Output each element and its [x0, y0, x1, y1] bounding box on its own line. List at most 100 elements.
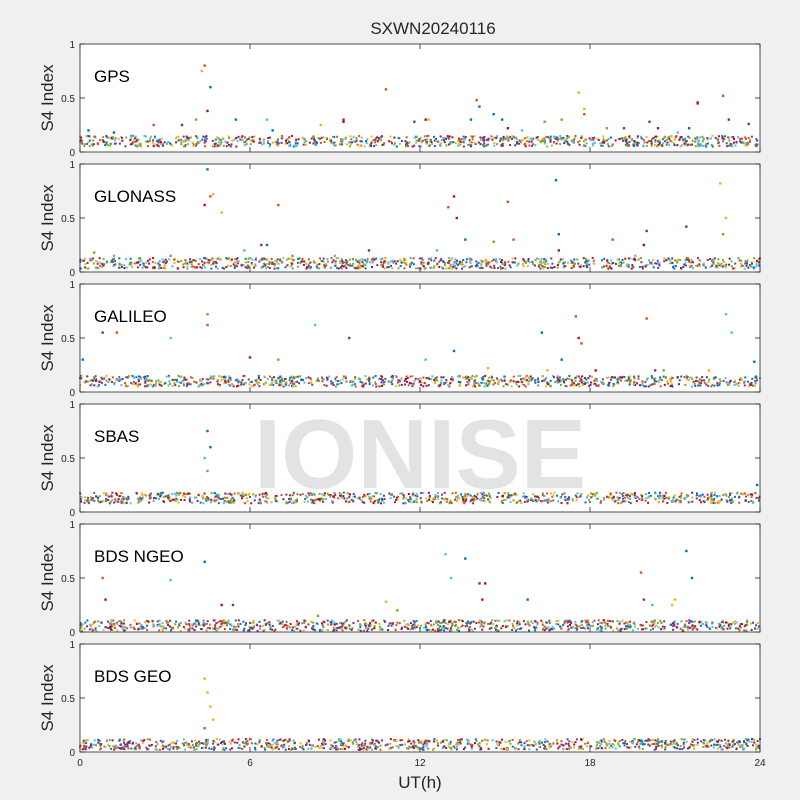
baseline-point: [645, 627, 648, 630]
baseline-point: [579, 495, 582, 498]
baseline-point: [688, 500, 691, 503]
baseline-point: [496, 496, 499, 499]
baseline-point: [658, 262, 661, 265]
baseline-point: [127, 747, 130, 750]
baseline-point: [727, 496, 730, 499]
baseline-point: [216, 136, 219, 139]
baseline-point: [179, 375, 182, 378]
baseline-point: [619, 621, 622, 624]
baseline-point: [566, 621, 569, 624]
baseline-point: [462, 141, 465, 144]
baseline-point: [444, 261, 447, 264]
baseline-point: [158, 381, 161, 384]
baseline-point: [304, 262, 307, 265]
baseline-point: [494, 382, 497, 385]
baseline-point: [622, 137, 625, 140]
baseline-point: [95, 629, 98, 632]
baseline-point: [313, 493, 316, 496]
baseline-point: [194, 620, 197, 623]
baseline-point: [292, 501, 295, 504]
baseline-point: [275, 495, 278, 498]
baseline-point: [718, 384, 721, 387]
baseline-point: [715, 265, 718, 268]
baseline-point: [212, 627, 215, 630]
baseline-point: [111, 260, 114, 263]
baseline-point: [154, 262, 157, 265]
baseline-point: [339, 266, 342, 269]
baseline-point: [663, 626, 666, 629]
baseline-point: [482, 143, 485, 146]
baseline-point: [173, 379, 176, 382]
baseline-point: [480, 381, 483, 384]
baseline-point: [464, 625, 467, 628]
baseline-point: [730, 492, 733, 495]
baseline-point: [424, 267, 427, 270]
baseline-point: [106, 626, 109, 629]
baseline-point: [446, 135, 449, 138]
baseline-point: [93, 492, 96, 495]
baseline-point: [405, 375, 408, 378]
baseline-point: [472, 382, 475, 385]
baseline-point: [687, 625, 690, 628]
baseline-point: [176, 267, 179, 270]
baseline-point: [653, 381, 656, 384]
baseline-point: [402, 495, 405, 498]
data-point: [234, 118, 238, 121]
baseline-point: [725, 266, 728, 269]
baseline-point: [754, 627, 757, 630]
baseline-point: [308, 494, 311, 497]
baseline-point: [374, 500, 377, 503]
baseline-point: [367, 627, 370, 630]
baseline-point: [147, 748, 150, 751]
baseline-point: [405, 136, 408, 139]
baseline-point: [237, 619, 240, 622]
baseline-point: [744, 629, 747, 632]
baseline-point: [179, 138, 182, 141]
baseline-point: [143, 493, 146, 496]
baseline-point: [593, 141, 596, 144]
plot-area: [80, 44, 760, 152]
data-point: [583, 107, 586, 110]
baseline-point: [123, 748, 126, 751]
baseline-point: [449, 740, 452, 743]
baseline-point: [311, 383, 314, 386]
baseline-point: [523, 742, 526, 745]
baseline-point: [483, 493, 486, 496]
baseline-point: [560, 740, 563, 743]
baseline-point: [398, 384, 401, 387]
baseline-point: [90, 624, 93, 627]
baseline-point: [252, 626, 255, 629]
baseline-point: [633, 140, 636, 143]
baseline-point: [104, 144, 107, 147]
baseline-point: [326, 492, 329, 495]
baseline-point: [659, 495, 662, 498]
baseline-point: [588, 501, 591, 504]
baseline-point: [271, 141, 274, 144]
baseline-point: [649, 262, 652, 265]
baseline-point: [162, 261, 165, 264]
baseline-point: [256, 629, 259, 632]
baseline-point: [697, 140, 700, 143]
baseline-point: [689, 143, 692, 146]
baseline-point: [511, 622, 514, 625]
baseline-point: [747, 385, 750, 388]
baseline-point: [521, 138, 524, 141]
baseline-point: [427, 384, 430, 387]
y-tick-label: 1: [69, 520, 75, 531]
baseline-point: [599, 501, 602, 504]
baseline-point: [662, 137, 665, 140]
baseline-point: [515, 629, 518, 632]
baseline-point: [177, 626, 180, 629]
baseline-point: [303, 619, 306, 622]
baseline-point: [291, 380, 294, 383]
baseline-point: [296, 493, 299, 496]
baseline-point: [137, 260, 140, 263]
baseline-point: [340, 626, 343, 629]
baseline-point: [432, 623, 435, 626]
baseline-point: [109, 747, 112, 750]
baseline-point: [230, 624, 233, 627]
baseline-point: [323, 140, 326, 143]
baseline-point: [472, 620, 475, 623]
baseline-point: [422, 491, 425, 494]
baseline-point: [489, 496, 492, 499]
